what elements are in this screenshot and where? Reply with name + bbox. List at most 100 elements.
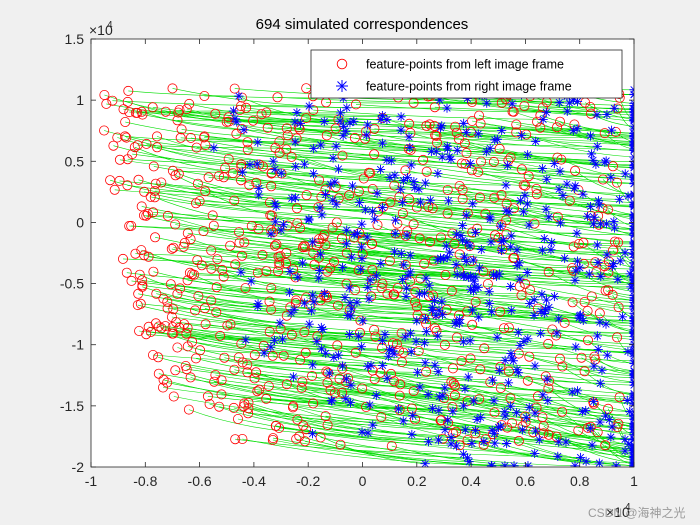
- left-point: [209, 376, 220, 387]
- left-point: [372, 219, 383, 230]
- left-point: [252, 386, 263, 397]
- right-point: [601, 411, 611, 421]
- left-point: [439, 339, 450, 350]
- correspondence-line: [132, 153, 339, 170]
- correspondence-line: [298, 127, 528, 155]
- right-point: [371, 271, 381, 281]
- right-point: [276, 225, 286, 235]
- right-point: [377, 138, 388, 148]
- right-point: [554, 314, 564, 324]
- correspondence-line: [119, 180, 259, 189]
- left-point: [570, 165, 581, 176]
- right-point: [452, 229, 462, 239]
- right-point: [433, 168, 443, 179]
- correspondence-line: [180, 288, 314, 303]
- left-point: [394, 191, 405, 202]
- left-point: [148, 266, 159, 277]
- left-point: [367, 238, 378, 249]
- left-point: [182, 322, 193, 333]
- right-point: [383, 351, 393, 361]
- left-point: [365, 167, 376, 178]
- right-point: [487, 425, 497, 435]
- left-point: [270, 142, 281, 153]
- right-point: [530, 361, 540, 371]
- right-point: [446, 154, 456, 164]
- right-point: [315, 265, 325, 276]
- left-point: [353, 186, 364, 197]
- left-point: [597, 203, 608, 214]
- right-point: [340, 292, 350, 303]
- y-tick-label: 1: [76, 92, 84, 108]
- correspondence-line: [273, 437, 468, 459]
- correspondence-line: [147, 213, 276, 223]
- right-point: [270, 164, 280, 174]
- left-point: [235, 175, 246, 186]
- right-point: [396, 249, 406, 259]
- left-point: [268, 433, 279, 444]
- right-point: [343, 310, 353, 321]
- left-point: [136, 201, 147, 212]
- correspondence-line: [280, 328, 512, 354]
- right-point: [421, 327, 432, 337]
- right-point: [270, 199, 280, 209]
- right-point: [468, 199, 478, 209]
- left-point: [145, 326, 156, 337]
- left-point: [473, 166, 484, 177]
- right-point: [475, 263, 485, 273]
- correspondence-line: [525, 283, 631, 288]
- y-tick-label: -0.5: [60, 276, 84, 292]
- left-point: [215, 330, 226, 341]
- correspondence-line: [526, 134, 634, 158]
- right-point: [345, 298, 355, 308]
- left-point: [451, 426, 462, 437]
- correspondence-line: [286, 383, 448, 421]
- y-tick-label: -1.5: [60, 398, 84, 414]
- right-point: [486, 461, 496, 467]
- right-point: [581, 456, 591, 466]
- right-point: [472, 414, 482, 424]
- left-point: [251, 367, 262, 378]
- right-point: [398, 197, 408, 208]
- correspondence-line: [399, 196, 528, 205]
- left-point: [141, 138, 152, 149]
- left-point: [294, 431, 305, 442]
- correspondence-line: [506, 233, 634, 247]
- correspondence-line: [456, 132, 634, 145]
- right-point: [290, 137, 300, 147]
- right-point: [319, 116, 329, 127]
- correspondence-line: [456, 337, 628, 352]
- right-point: [507, 353, 517, 363]
- left-point: [410, 414, 421, 425]
- correspondence-line: [448, 422, 567, 443]
- right-point: [370, 214, 380, 224]
- right-point: [237, 167, 247, 177]
- left-point: [582, 305, 593, 316]
- correspondence-line: [138, 179, 321, 209]
- right-point: [405, 250, 415, 260]
- right-point: [425, 195, 435, 205]
- correspondence-line: [138, 293, 258, 307]
- right-point: [408, 410, 418, 421]
- right-point: [421, 273, 431, 283]
- left-point: [446, 285, 457, 296]
- left-point: [242, 367, 253, 378]
- right-point: [485, 143, 495, 153]
- correspondence-line: [141, 206, 347, 231]
- correspondence-line: [283, 355, 493, 381]
- right-point: [387, 345, 397, 355]
- right-point: [399, 260, 409, 270]
- correspondence-line: [413, 101, 578, 103]
- left-point: [552, 122, 563, 133]
- right-point: [569, 183, 579, 193]
- left-point: [134, 269, 145, 280]
- right-point: [319, 288, 329, 298]
- right-point: [312, 336, 322, 346]
- left-point: [282, 130, 293, 141]
- right-point: [495, 221, 506, 231]
- right-point: [290, 193, 301, 203]
- left-point: [448, 428, 459, 439]
- correspondence-line: [104, 94, 236, 120]
- correspondence-line: [128, 90, 239, 97]
- left-point: [114, 154, 125, 165]
- correspondence-line: [171, 316, 322, 328]
